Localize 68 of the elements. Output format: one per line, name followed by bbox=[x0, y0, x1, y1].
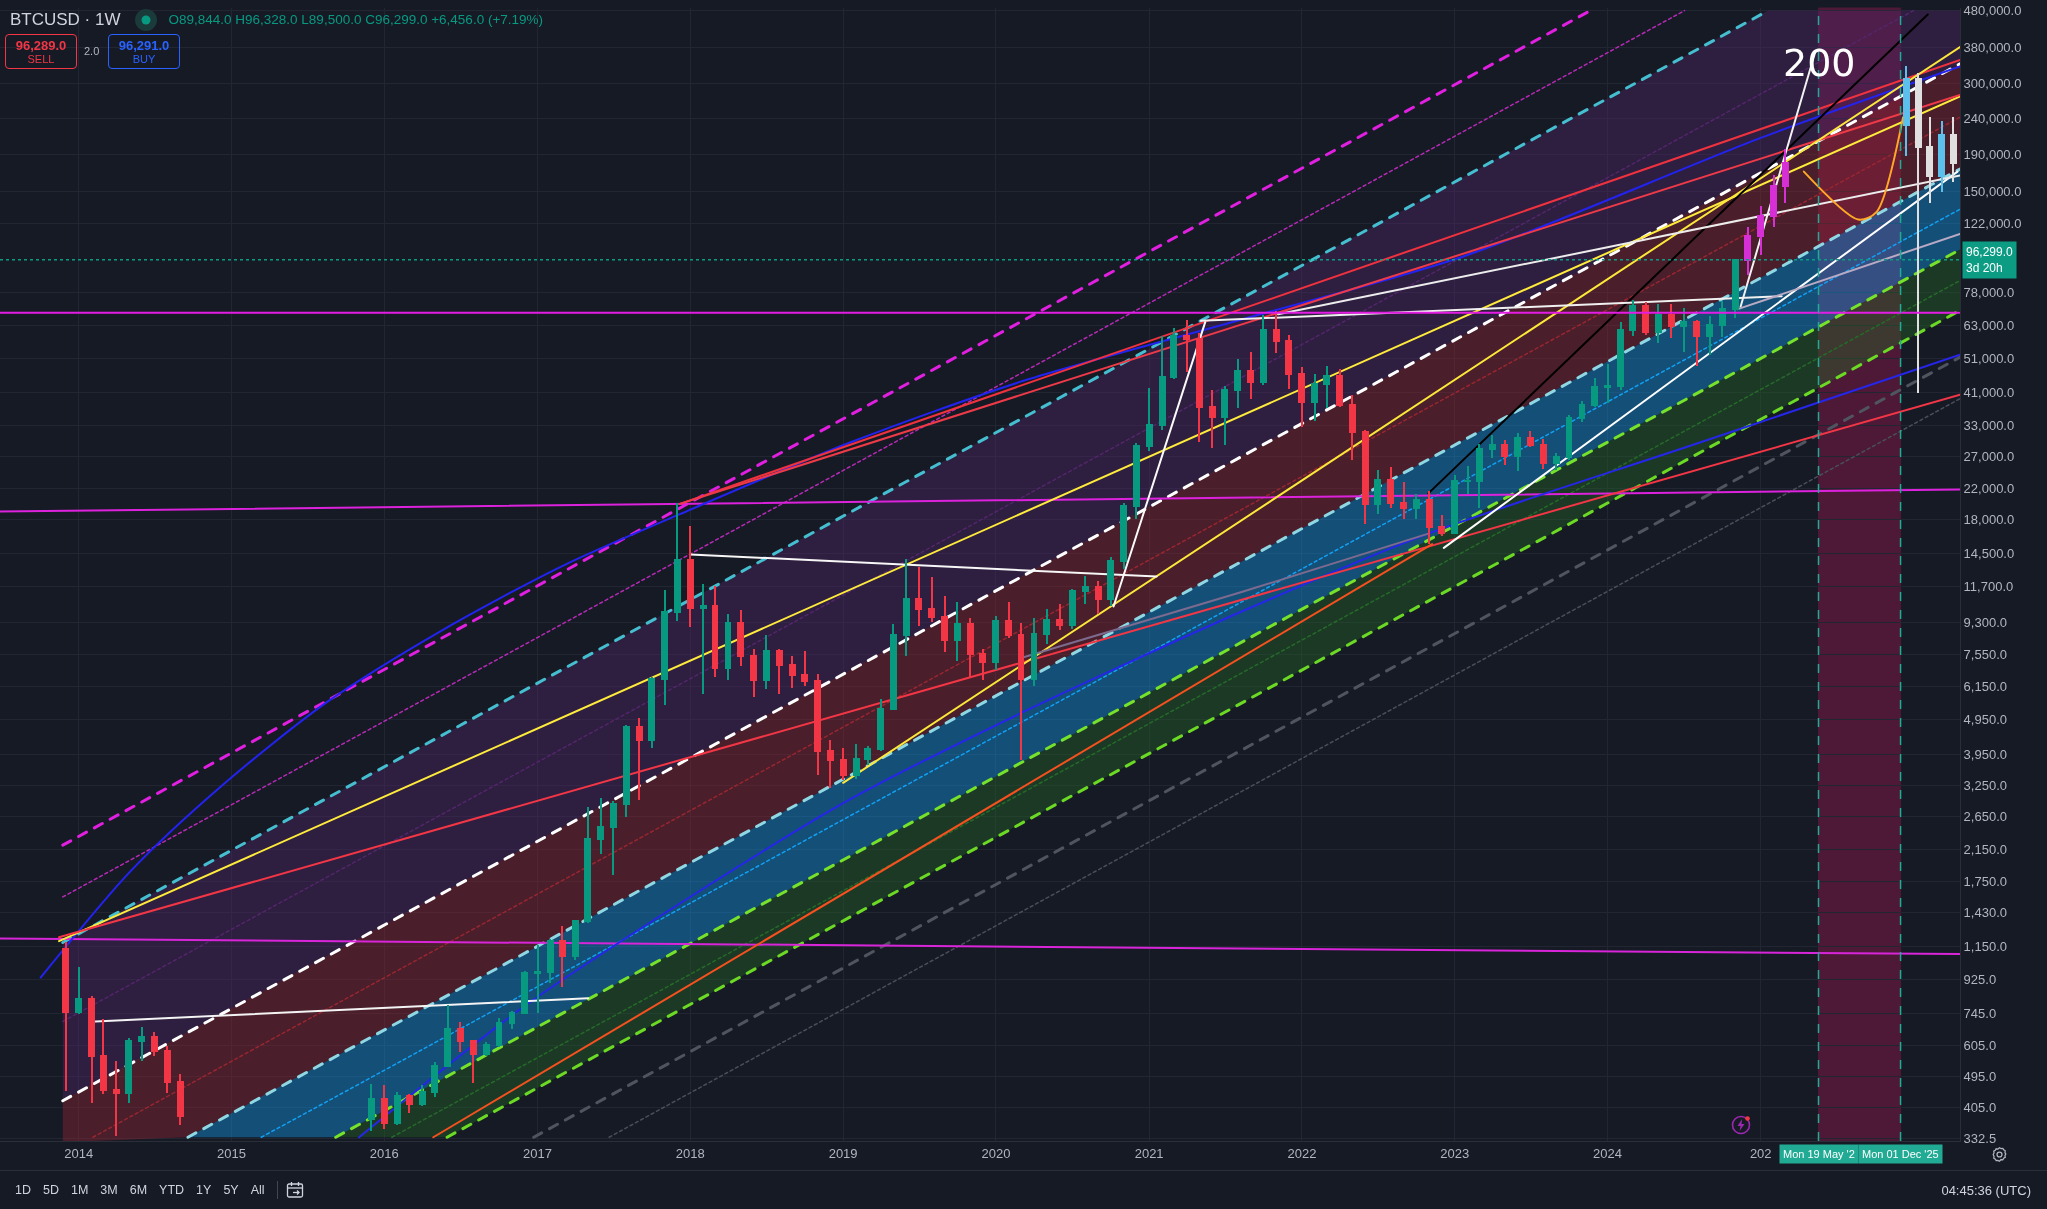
y-tick-label: 3,250.0 bbox=[1963, 777, 2007, 793]
x-tick-label: 2017 bbox=[523, 1145, 552, 1161]
y-tick-label: 18,000.0 bbox=[1963, 512, 2015, 528]
y-tick-label: 1,750.0 bbox=[1963, 873, 2007, 889]
text: YTD bbox=[158, 1182, 186, 1199]
y-tick-label: 41,000.0 bbox=[1963, 384, 2015, 400]
x-tick-label: 2016 bbox=[369, 1145, 399, 1161]
y-tick-label: 3,950.0 bbox=[1963, 747, 2007, 763]
x-tick-label: 2019 bbox=[828, 1145, 858, 1161]
x-tick-label: 2022 bbox=[1287, 1145, 1317, 1161]
y-tick-label: 745.0 bbox=[1963, 1005, 1997, 1021]
text: 1M bbox=[69, 1182, 90, 1199]
y-tick-label: 4,950.0 bbox=[1963, 712, 2007, 728]
annotation: SELL bbox=[27, 52, 55, 66]
y-tick-label: 9,300.0 bbox=[1963, 614, 2007, 630]
y-tick-label: 240,000.0 bbox=[1963, 110, 2022, 126]
y-tick-label: 7,550.0 bbox=[1963, 646, 2007, 662]
buy-button: 96,291.0 BUY bbox=[108, 34, 180, 69]
x-tick-label: 2018 bbox=[675, 1145, 705, 1161]
y-tick-label: 122,000.0 bbox=[1963, 215, 2022, 231]
y-tick-label: 27,000.0 bbox=[1963, 449, 2015, 465]
y-tick-label: 2,650.0 bbox=[1963, 809, 2007, 825]
annotation: 2.0 bbox=[84, 45, 100, 57]
annotation: 96,289.0 bbox=[15, 37, 67, 53]
y-tick-label: 11,700.0 bbox=[1963, 579, 2014, 595]
y-tick-label: 405.0 bbox=[1963, 1100, 1997, 1116]
y-tick-label: 480,000.0 bbox=[1963, 3, 2022, 19]
chart-subtitle: O89,844.0 H96,328.0 L89,500.0 C96,299.0 +6,456.0 (+7.19%) bbox=[168, 12, 544, 28]
y-tick-label: 1,150.0 bbox=[1963, 938, 2007, 954]
sell-button: 96,289.0 SELL bbox=[5, 34, 77, 69]
y-tick-label: 14,500.0 bbox=[1963, 545, 2015, 561]
chart-title: BTCUSD · 1W bbox=[10, 10, 121, 30]
y-tick-label: 78,000.0 bbox=[1963, 285, 2015, 301]
text: 04:45:36 (UTC) bbox=[1941, 1183, 2031, 1198]
text: All bbox=[249, 1182, 266, 1199]
x-tick-label: 2014 bbox=[64, 1145, 94, 1161]
x-tick-label: 2021 bbox=[1134, 1145, 1164, 1161]
y-tick-label: 150,000.0 bbox=[1963, 183, 2022, 199]
y-tick-label: 300,000.0 bbox=[1963, 76, 2022, 92]
x-tick-label: 2023 bbox=[1440, 1145, 1470, 1161]
annotation: 96,291.0 bbox=[118, 37, 170, 53]
x-tick-label: 202 bbox=[1749, 1145, 1772, 1161]
y-tick-label: 1,430.0 bbox=[1963, 904, 2007, 920]
y-tick-label: 332.5 bbox=[1963, 1130, 1997, 1146]
x-tick-label: 2024 bbox=[1593, 1145, 1622, 1161]
x-tick-label: 2015 bbox=[217, 1145, 246, 1161]
text: 5D bbox=[42, 1182, 60, 1199]
y-tick-label: 33,000.0 bbox=[1963, 418, 2015, 434]
text: 1D bbox=[14, 1182, 32, 1199]
y-tick-label: 925.0 bbox=[1963, 972, 1997, 988]
y-tick-label: 6,150.0 bbox=[1963, 678, 2007, 694]
y-tick-label: 2,150.0 bbox=[1963, 841, 2007, 857]
y-tick-label: 495.0 bbox=[1963, 1069, 1997, 1085]
text: 1Y bbox=[195, 1182, 213, 1199]
y-tick-label: 605.0 bbox=[1963, 1038, 1997, 1054]
y-tick-label: 190,000.0 bbox=[1963, 147, 2022, 163]
ref-line-label: Mon 19 May '2 bbox=[1783, 1148, 1855, 1160]
y-tick-label: 380,000.0 bbox=[1963, 39, 2022, 55]
y-tick-label: 63,000.0 bbox=[1963, 318, 2015, 334]
text: 5Y bbox=[222, 1182, 240, 1199]
y-tick-label: 51,000.0 bbox=[1963, 350, 2015, 366]
ref-line-label: 96,299.0 3d 20h bbox=[1966, 245, 2014, 275]
annotation: BUY bbox=[132, 52, 156, 66]
text: 6M bbox=[128, 1182, 149, 1199]
text: 3M bbox=[99, 1182, 119, 1199]
ref-line-label: Mon 01 Dec '25 bbox=[1862, 1148, 1939, 1160]
y-tick-label: 22,000.0 bbox=[1963, 481, 2015, 497]
x-tick-label: 2020 bbox=[981, 1145, 1011, 1161]
